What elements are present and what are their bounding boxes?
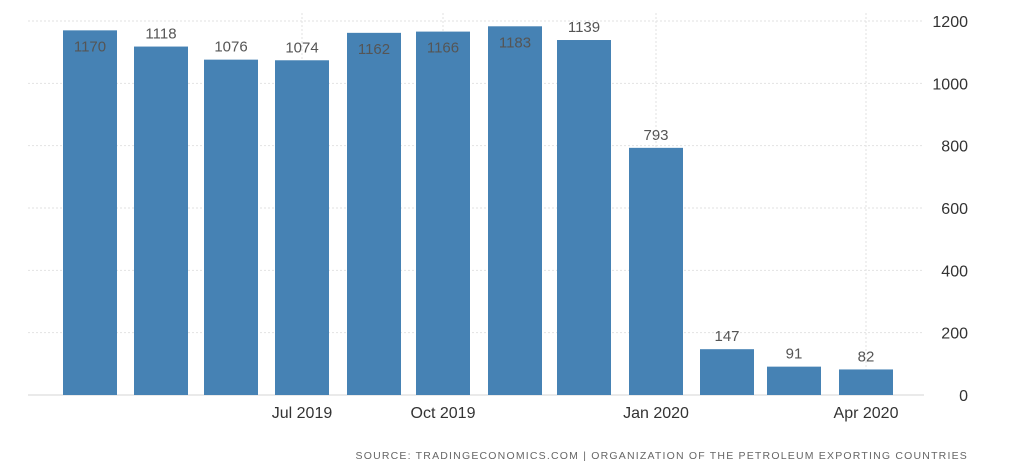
data-label: 1166 (427, 40, 459, 57)
x-tick-label: Jan 2020 (623, 405, 689, 422)
y-tick-label: 800 (941, 139, 968, 156)
bar (767, 366, 821, 395)
bar (839, 369, 893, 395)
bar (63, 30, 117, 395)
y-tick-label: 0 (959, 388, 968, 405)
bar (416, 31, 470, 395)
data-label: 147 (714, 328, 739, 345)
y-tick-label: 1000 (932, 76, 968, 93)
x-tick-label: Jul 2019 (272, 405, 333, 422)
data-label: 1076 (214, 39, 247, 56)
bar (134, 46, 188, 395)
y-tick-label: 600 (941, 201, 968, 218)
x-axis: Jul 2019 Oct 2019 Jan 2020 Apr 2020 (272, 405, 899, 422)
bar (275, 60, 329, 396)
y-axis: 0 200 400 600 800 1000 1200 (932, 14, 968, 405)
data-label: 1139 (568, 19, 600, 36)
data-label: 1074 (285, 39, 318, 56)
x-tick-label: Apr 2020 (834, 405, 899, 422)
bar (700, 349, 754, 395)
data-label: 82 (858, 348, 875, 365)
bar (347, 32, 401, 396)
bar (204, 59, 258, 395)
bar-layer (63, 26, 893, 396)
data-label: 91 (786, 346, 803, 363)
data-label: 1170 (74, 38, 106, 55)
source-footer: SOURCE: TRADINGECONOMICS.COM | ORGANIZAT… (356, 450, 969, 462)
x-tick-label: Oct 2019 (411, 405, 476, 422)
data-label-layer: 1170 1118 1076 1074 1162 1166 1183 1139 793 147 91… (74, 19, 874, 365)
y-tick-label: 400 (941, 263, 968, 280)
data-label: 793 (643, 127, 668, 144)
bar (629, 147, 683, 395)
y-tick-label: 200 (941, 326, 968, 343)
data-label: 1162 (358, 41, 390, 58)
bar (557, 40, 611, 396)
bar (488, 26, 542, 395)
data-label: 1118 (145, 26, 176, 43)
y-tick-label: 1200 (932, 14, 968, 31)
data-label: 1183 (499, 34, 531, 51)
